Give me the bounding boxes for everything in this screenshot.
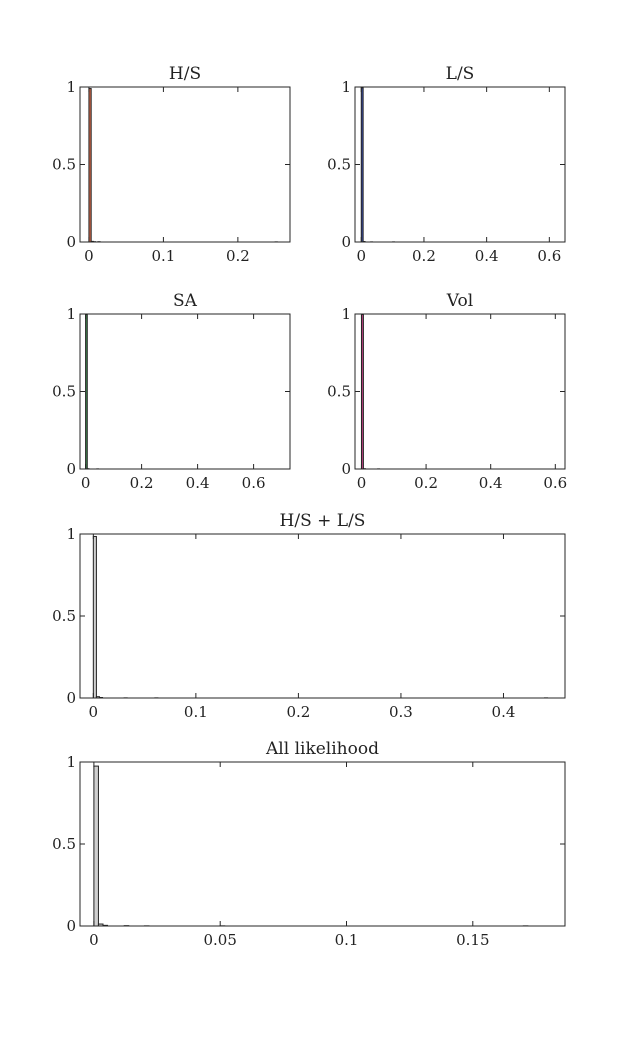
chart-title: H/S + L/S bbox=[280, 511, 366, 531]
y-tick-label: 0 bbox=[341, 460, 351, 478]
bars bbox=[360, 314, 381, 469]
axes-frame bbox=[354, 86, 566, 243]
bars bbox=[92, 535, 549, 698]
histogram-bar bbox=[93, 765, 99, 926]
x-tick-label: 0.2 bbox=[412, 247, 436, 265]
y-tick-label: 0.5 bbox=[327, 383, 351, 401]
x-tick-label: 0.15 bbox=[456, 931, 489, 949]
x-tick-label: 0.4 bbox=[479, 474, 503, 492]
x-tick-label: 0.2 bbox=[286, 703, 310, 721]
bars bbox=[93, 765, 529, 926]
chart-sa: SA 0 0.2 0.4 0.6 0 0.5 1 bbox=[52, 291, 291, 492]
chart-title: H/S bbox=[169, 64, 201, 84]
y-tick-label: 0 bbox=[66, 917, 76, 935]
y-tick-label: 0.5 bbox=[52, 156, 76, 174]
x-tick-label: 0.3 bbox=[389, 703, 413, 721]
chart-ls: L/S 0 0.2 0.4 0.6 0 0.5 1 bbox=[327, 64, 566, 265]
y-tick-label: 0.5 bbox=[52, 835, 76, 853]
axes-frame bbox=[79, 533, 566, 699]
chart-title: Vol bbox=[446, 291, 473, 311]
y-tick-label: 1 bbox=[66, 753, 76, 771]
x-tick-label: 0.1 bbox=[184, 703, 208, 721]
x-tick-label: 0 bbox=[357, 474, 367, 492]
x-tick-label: 0 bbox=[89, 703, 99, 721]
chart-vol: Vol 0 0.2 0.4 0.6 0 0.5 1 bbox=[327, 291, 567, 492]
bars bbox=[88, 88, 278, 242]
chart-title: All likelihood bbox=[265, 739, 379, 759]
x-tick-label: 0.2 bbox=[226, 247, 250, 265]
y-tick-label: 0 bbox=[66, 689, 76, 707]
x-tick-label: 0.6 bbox=[242, 474, 266, 492]
x-tick-label: 0.1 bbox=[335, 931, 359, 949]
histogram-bar bbox=[85, 314, 88, 469]
x-tick-label: 0.4 bbox=[475, 247, 499, 265]
x-tick-label: 0.6 bbox=[537, 247, 561, 265]
y-tick-label: 1 bbox=[341, 78, 351, 96]
x-tick-label: 0.4 bbox=[186, 474, 210, 492]
chart-hsls: H/S + L/S 0 0.1 0.2 0.3 0.4 0 0.5 1 bbox=[52, 511, 566, 721]
y-tick-label: 0 bbox=[66, 460, 76, 478]
histogram-bar bbox=[360, 87, 364, 242]
x-tick-label: 0.4 bbox=[492, 703, 516, 721]
histogram-bar bbox=[92, 535, 97, 698]
y-tick-label: 1 bbox=[66, 305, 76, 323]
chart-title: SA bbox=[173, 291, 198, 311]
bars bbox=[85, 314, 99, 469]
chart-title: L/S bbox=[446, 64, 475, 84]
y-tick-label: 1 bbox=[341, 305, 351, 323]
y-tick-label: 0 bbox=[341, 233, 351, 251]
y-tick-label: 0.5 bbox=[52, 607, 76, 625]
x-tick-label: 0 bbox=[84, 247, 94, 265]
x-tick-label: 0.1 bbox=[151, 247, 175, 265]
x-tick-label: 0.2 bbox=[414, 474, 438, 492]
histogram-bar bbox=[88, 88, 92, 242]
x-tick-label: 0 bbox=[89, 931, 99, 949]
axes-frame bbox=[79, 761, 566, 927]
y-tick-label: 0.5 bbox=[52, 383, 76, 401]
axes-frame bbox=[354, 313, 566, 470]
x-tick-label: 0 bbox=[356, 247, 366, 265]
histogram-bar bbox=[360, 314, 364, 469]
y-tick-label: 1 bbox=[66, 525, 76, 543]
y-tick-label: 1 bbox=[66, 78, 76, 96]
x-tick-label: 0.6 bbox=[543, 474, 567, 492]
axes-frame bbox=[79, 313, 291, 470]
bars bbox=[360, 87, 395, 242]
chart-all: All likelihood 0 0.05 0.1 0.15 0 0.5 1 bbox=[52, 739, 566, 949]
chart-hs: H/S 0 0.1 0.2 0 0.5 1 bbox=[52, 64, 291, 265]
x-tick-label: 0 bbox=[81, 474, 91, 492]
y-tick-label: 0.5 bbox=[327, 156, 351, 174]
x-tick-label: 0.2 bbox=[130, 474, 154, 492]
y-tick-label: 0 bbox=[66, 233, 76, 251]
axes-frame bbox=[79, 86, 291, 243]
x-tick-label: 0.05 bbox=[203, 931, 236, 949]
